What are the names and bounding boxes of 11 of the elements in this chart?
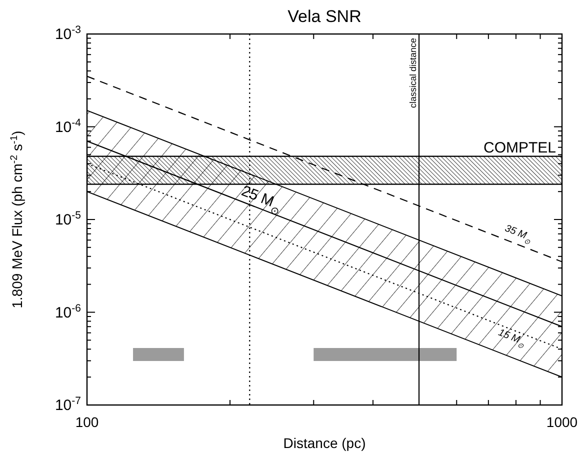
y-tick-label: 10$^{-4}$ <box>54 116 82 136</box>
x-axis-title: Distance (pc) <box>283 435 366 451</box>
ref-line-label: classical distance <box>408 38 418 108</box>
y-tick-label: 10$^{-6}$ <box>54 302 82 322</box>
y-tick-label: 10$^{-7}$ <box>54 395 82 414</box>
x-tick-label: 100 <box>75 414 99 430</box>
chart-title: Vela SNR <box>288 7 362 26</box>
band-label: COMPTEL <box>483 139 556 156</box>
x-tick-label: 1000 <box>546 414 578 430</box>
y-tick-label: 10$^{-3}$ <box>54 24 82 43</box>
y-tick-label: 10$^{-5}$ <box>54 210 82 228</box>
